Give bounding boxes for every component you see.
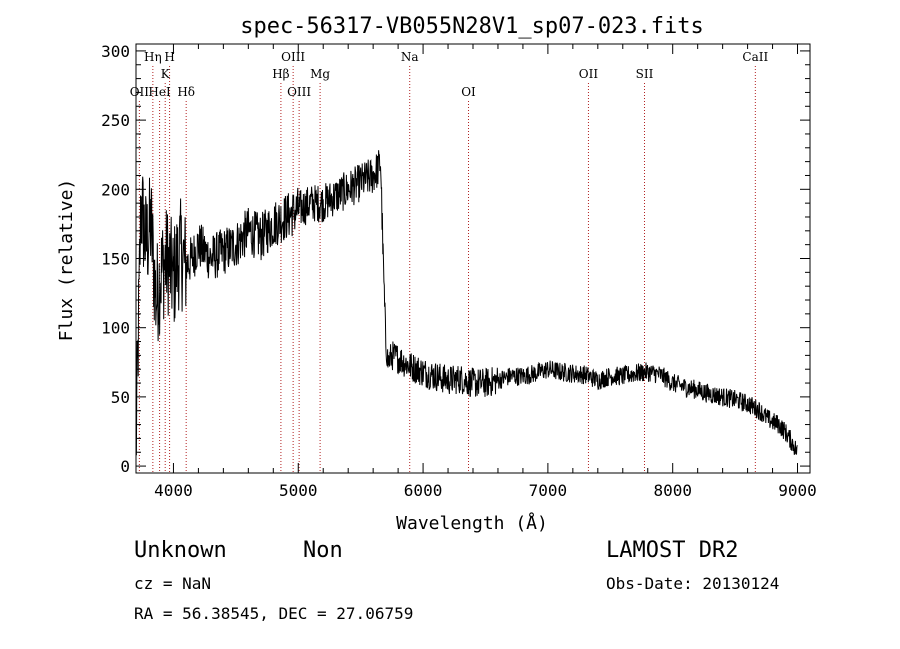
y-tick-label: 250 (101, 111, 130, 130)
x-tick-label: 7000 (529, 481, 568, 500)
y-axis-ticks: 0 50 100 150 200 250 300 (101, 42, 810, 476)
x-tick-label: 4000 (154, 481, 193, 500)
line-label-1: Hη (144, 50, 162, 64)
line-label-8: OIII (287, 85, 311, 99)
line-label-2: HeI (148, 85, 171, 99)
y-tick-label: 100 (101, 319, 130, 338)
y-axis-label: Flux (relative) (56, 179, 77, 342)
observation-date: Obs-Date: 20130124 (606, 574, 780, 593)
x-tick-label: 6000 (404, 481, 443, 500)
line-label-13: SII (636, 67, 654, 81)
y-tick-label: 200 (101, 180, 130, 199)
line-label-3: K (161, 67, 171, 81)
coordinates: RA = 56.38545, DEC = 27.06759 (134, 604, 414, 623)
line-label-14: CaII (742, 50, 768, 64)
x-tick-label: 5000 (279, 481, 318, 500)
line-label-6: Hβ (272, 67, 289, 81)
line-label-5: Hδ (177, 85, 195, 99)
spectrum-line (135, 150, 798, 456)
survey-name: LAMOST DR2 (606, 538, 739, 563)
x-tick-label: 8000 (653, 481, 692, 500)
plot-frame (135, 43, 811, 474)
y-tick-label: 50 (111, 388, 130, 407)
y-tick-label: 300 (101, 42, 130, 61)
line-label-4: H (164, 50, 174, 64)
spectral-line-markers (138, 66, 756, 473)
x-axis-label: Wavelength (Å) (396, 512, 548, 534)
line-label-11: OI (461, 85, 476, 99)
line-label-12: OII (579, 67, 599, 81)
line-label-10: Na (401, 50, 419, 64)
object-type: Unknown (134, 538, 227, 563)
x-axis-ticks: 4000 5000 6000 7000 8000 9000 (154, 44, 817, 500)
redshift-cz: cz = NaN (134, 574, 212, 593)
line-label-7: OIII (281, 50, 305, 64)
y-tick-label: 150 (101, 250, 130, 269)
object-subclass: Non (303, 538, 343, 563)
y-tick-label: 0 (120, 457, 130, 476)
x-tick-label: 9000 (778, 481, 817, 500)
chart-title: spec-56317-VB055N28V1_sp07-023.fits (240, 14, 704, 39)
line-label-9: Mg (310, 67, 330, 81)
